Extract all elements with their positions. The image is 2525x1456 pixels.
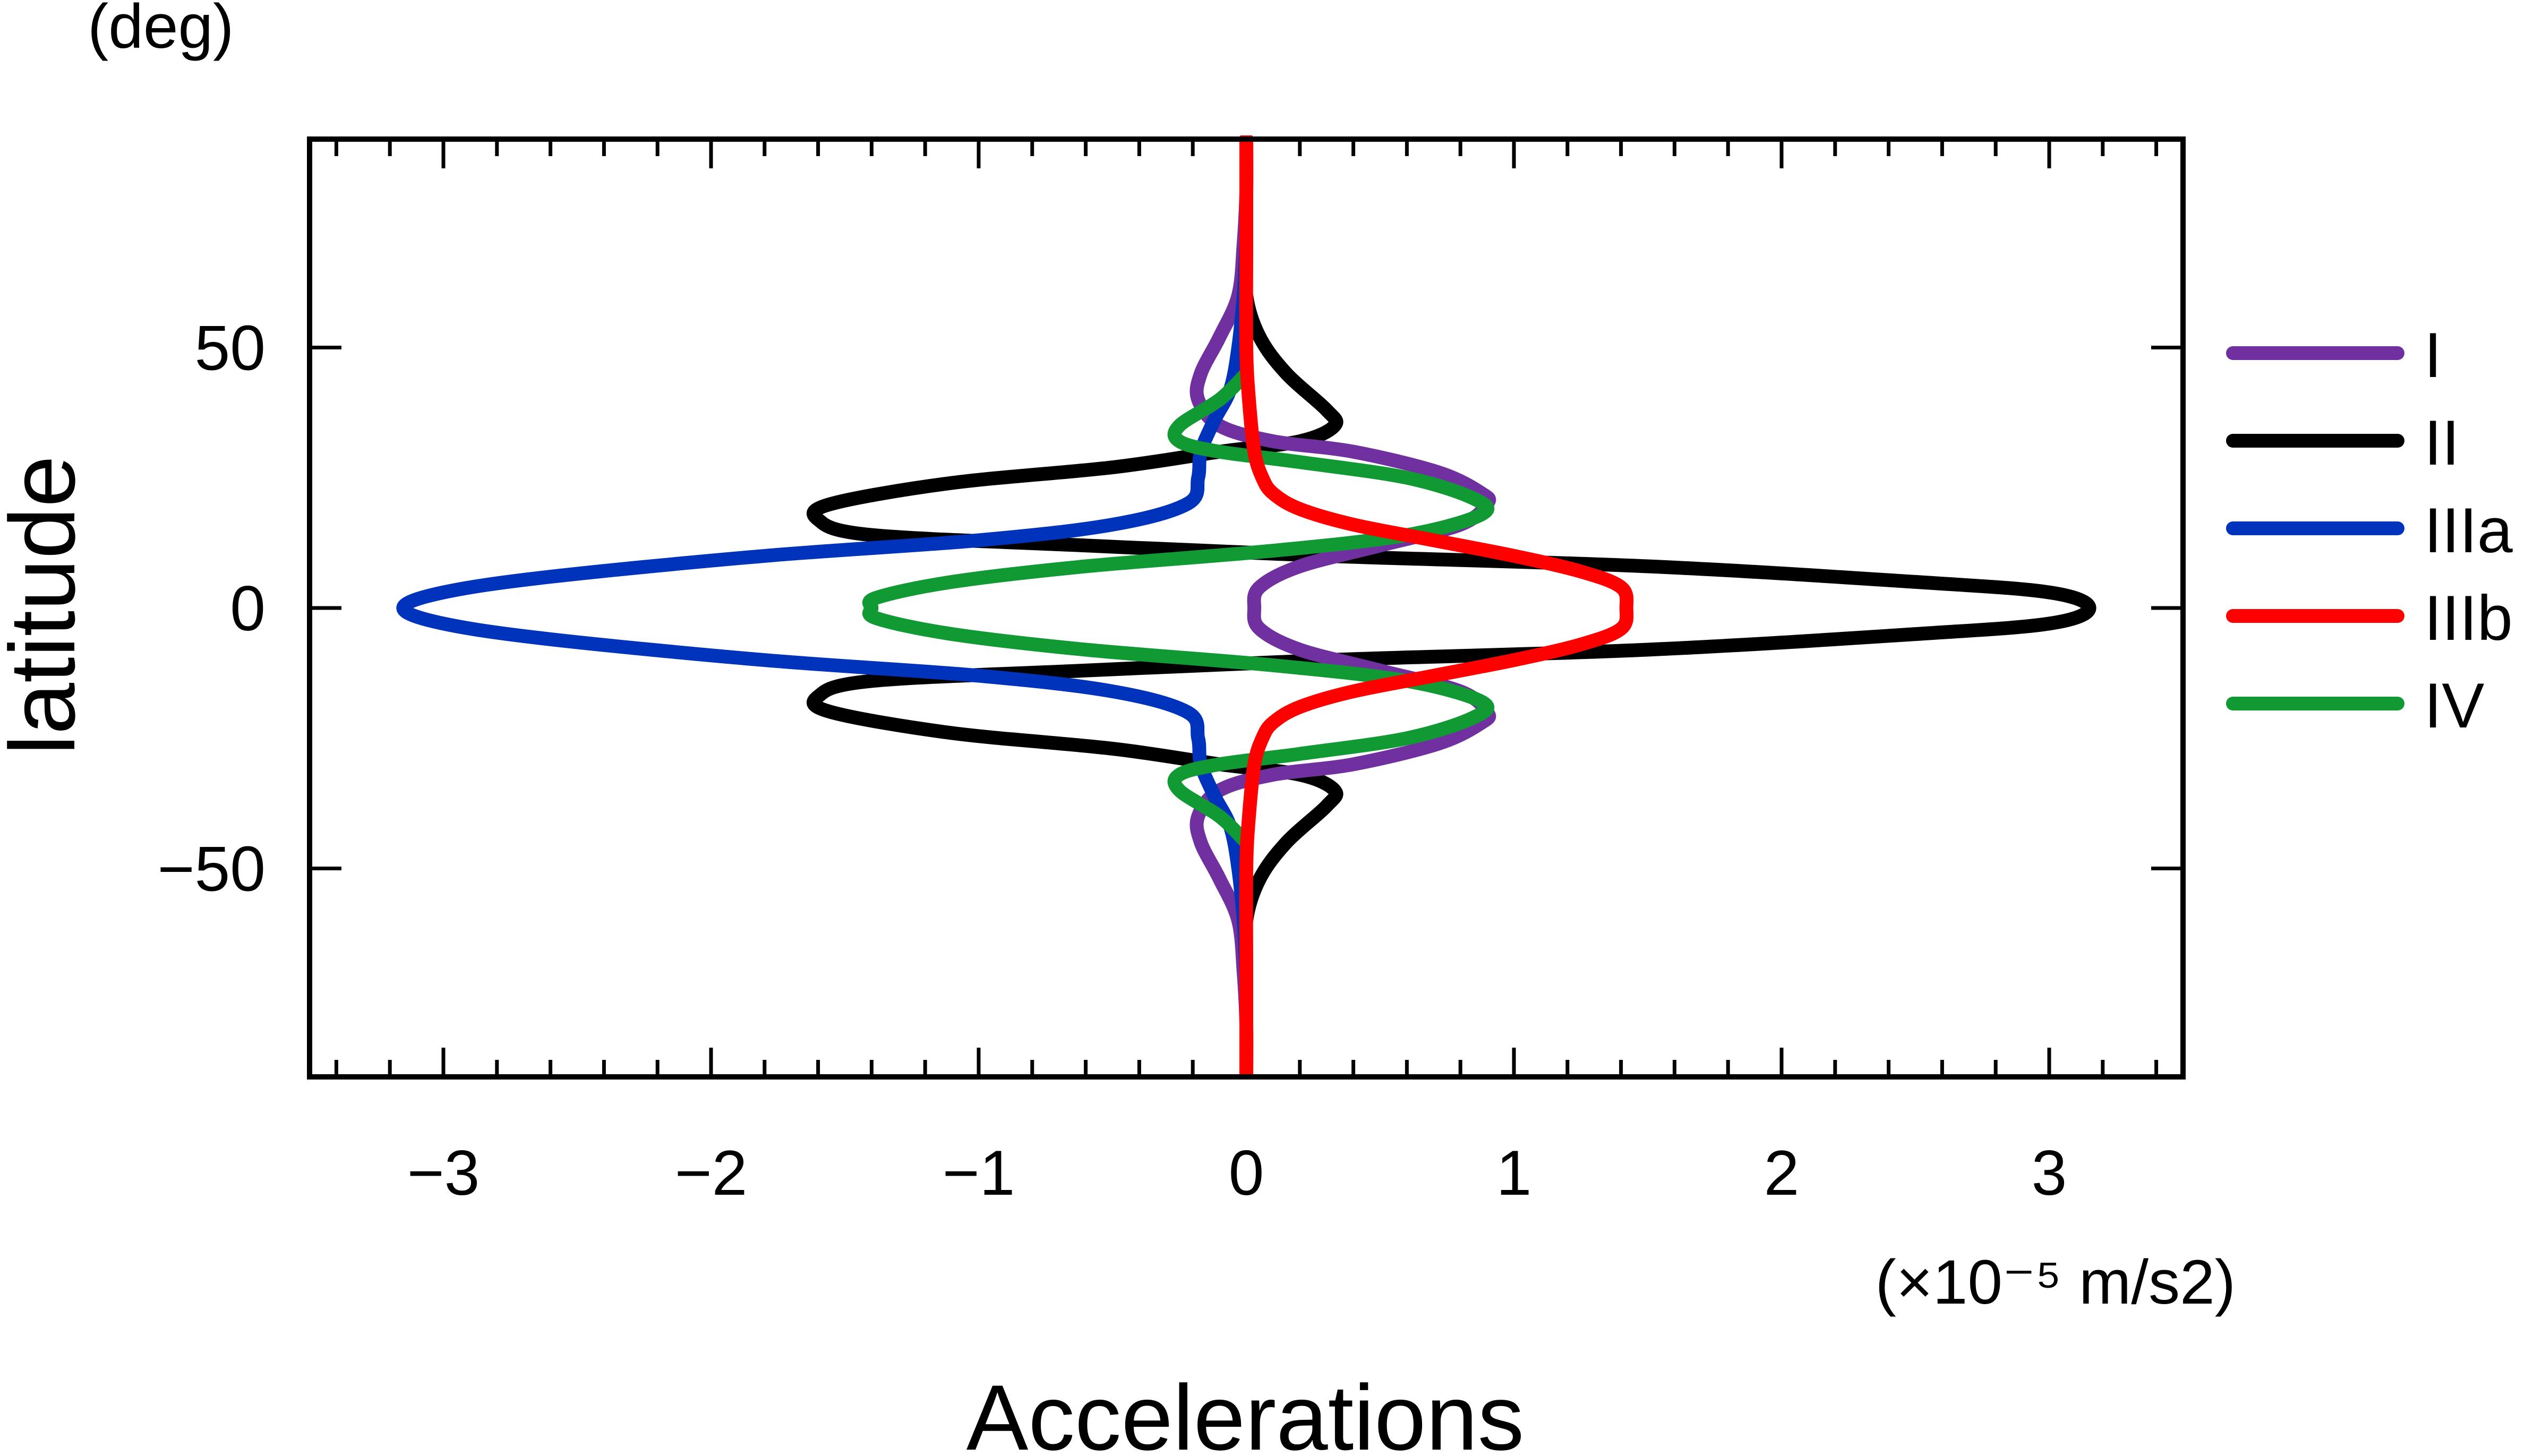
x-axis-label: Accelerations bbox=[966, 1366, 1525, 1456]
x-tick-label: 2 bbox=[1764, 1137, 1800, 1209]
x-tick-labels: −3 −2 −1 0 1 2 3 bbox=[407, 1137, 2067, 1209]
series-lines bbox=[396, 135, 2096, 1077]
y-tick-label: 50 bbox=[195, 312, 266, 383]
legend-label: IV bbox=[2424, 670, 2484, 741]
y-tick-labels: −50 0 50 bbox=[157, 312, 266, 904]
x-tick-label: −3 bbox=[407, 1137, 480, 1209]
y-unit-label: (deg) bbox=[88, 0, 234, 62]
x-tick-label: −2 bbox=[675, 1137, 748, 1209]
y-axis-label: latitude bbox=[0, 456, 95, 755]
series-line-ii bbox=[807, 135, 2096, 1077]
y-tick-label: −50 bbox=[157, 834, 266, 905]
x-tick-label: 1 bbox=[1496, 1137, 1532, 1209]
series-line-i bbox=[1189, 135, 1496, 1077]
plot-frame bbox=[307, 136, 2186, 1080]
legend-label: II bbox=[2424, 407, 2460, 478]
y-tick-label: 0 bbox=[230, 573, 266, 644]
minor-ticks bbox=[310, 139, 2183, 1077]
x-tick-label: 3 bbox=[2032, 1137, 2067, 1209]
series-line-iiib bbox=[1239, 135, 1634, 1077]
legend-label: IIIb bbox=[2424, 583, 2513, 654]
legend-label: I bbox=[2424, 320, 2442, 391]
series-line-iiia bbox=[396, 236, 1253, 980]
x-tick-label: −1 bbox=[943, 1137, 1015, 1209]
x-unit-label: (×10⁻⁵ m/s2) bbox=[1876, 1247, 2236, 1317]
series-line-iv bbox=[862, 366, 1494, 850]
x-tick-label: 0 bbox=[1229, 1137, 1264, 1209]
legend-label: IIIa bbox=[2424, 495, 2513, 566]
